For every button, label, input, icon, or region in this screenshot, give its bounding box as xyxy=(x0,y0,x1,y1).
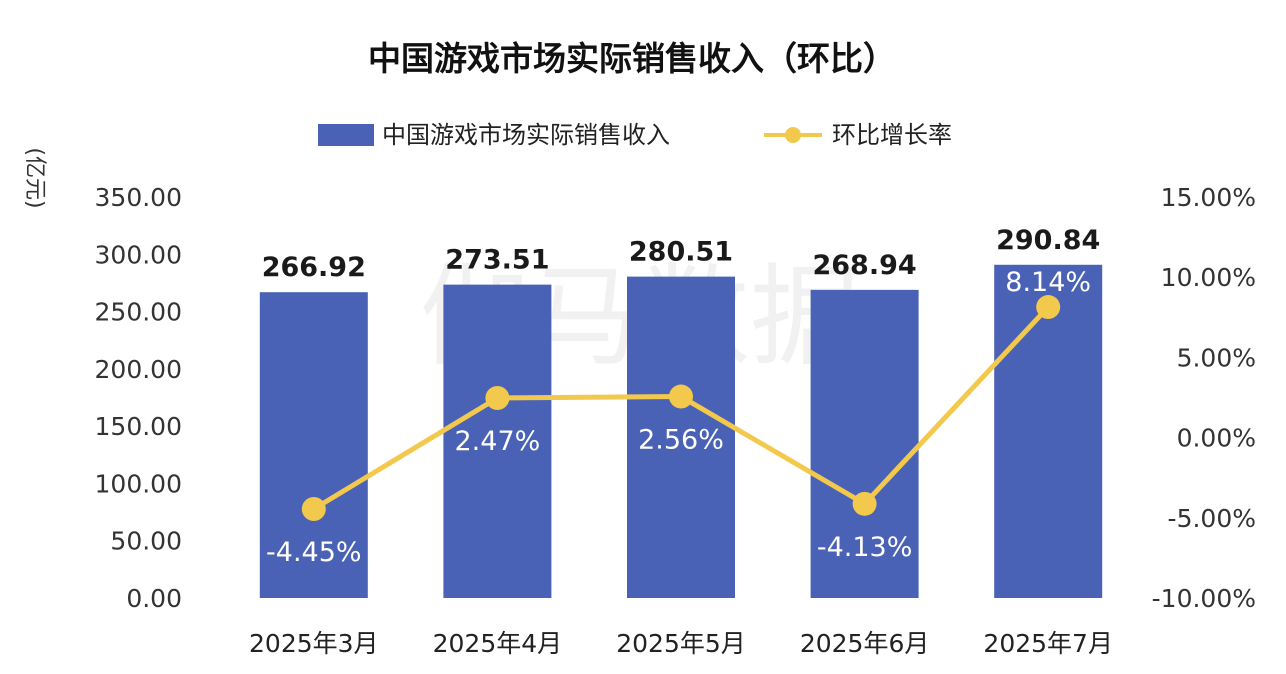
left-tick-label: 150.00 xyxy=(95,412,182,441)
bar xyxy=(259,292,368,598)
legend-line-label: 环比增长率 xyxy=(832,121,952,149)
right-tick-label: 10.00% xyxy=(1161,263,1256,292)
left-tick-label: 50.00 xyxy=(110,527,182,556)
bar xyxy=(810,289,919,598)
growth-points xyxy=(301,295,1061,521)
x-tick-label: 2025年6月 xyxy=(800,629,930,658)
bars xyxy=(259,264,1103,598)
growth-value-label: 2.47% xyxy=(455,426,541,457)
growth-labels: -4.45% 2.47% 2.56% -4.13% 8.14% xyxy=(266,267,1091,568)
right-tick-label: 15.00% xyxy=(1161,183,1256,212)
right-axis-ticks: -10.00% -5.00% 0.00% 5.00% 10.00% 15.00% xyxy=(1152,183,1256,613)
x-tick-label: 2025年3月 xyxy=(249,629,379,658)
bar xyxy=(627,276,735,598)
left-tick-label: 300.00 xyxy=(95,240,182,269)
x-tick-label: 2025年7月 xyxy=(983,629,1113,658)
legend: 中国游戏市场实际销售收入 环比增长率 xyxy=(318,121,952,149)
bar-value-label: 268.94 xyxy=(812,250,916,281)
legend-bar-label: 中国游戏市场实际销售收入 xyxy=(382,121,670,149)
y-axis-label: (亿元) xyxy=(22,147,47,208)
growth-point xyxy=(301,496,326,521)
bar-value-label: 290.84 xyxy=(996,225,1100,256)
bar-value-label: 280.51 xyxy=(629,237,733,268)
x-tick-label: 2025年5月 xyxy=(616,629,746,658)
left-axis-ticks: 0.00 50.00 100.00 150.00 200.00 250.00 300.00 3… xyxy=(95,183,182,613)
left-tick-label: 350.00 xyxy=(95,183,182,212)
bar-value-label: 273.51 xyxy=(445,245,549,276)
growth-value-label: -4.45% xyxy=(266,537,362,568)
left-tick-label: 250.00 xyxy=(95,298,182,327)
growth-value-label: 2.56% xyxy=(638,425,724,456)
right-tick-label: -5.00% xyxy=(1168,504,1256,533)
growth-point xyxy=(852,491,877,516)
chart-title: 中国游戏市场实际销售收入（环比） xyxy=(368,39,896,78)
legend-bar-swatch xyxy=(318,124,374,146)
growth-value-label: 8.14% xyxy=(1005,267,1091,298)
growth-point xyxy=(1036,295,1061,320)
left-tick-label: 100.00 xyxy=(95,469,182,498)
x-axis-labels: 2025年3月 2025年4月 2025年5月 2025年6月 2025年7月 xyxy=(249,629,1113,658)
legend-line-marker xyxy=(785,127,801,143)
bar-value-label: 266.92 xyxy=(262,252,366,283)
right-tick-label: -10.00% xyxy=(1152,584,1256,613)
growth-point xyxy=(669,384,693,409)
left-tick-label: 0.00 xyxy=(126,584,182,613)
right-tick-label: 0.00% xyxy=(1177,424,1256,453)
bar xyxy=(443,284,552,598)
bar-labels: 266.92 273.51 280.51 268.94 290.84 xyxy=(262,225,1101,283)
x-tick-label: 2025年4月 xyxy=(433,629,563,658)
right-tick-label: 5.00% xyxy=(1177,343,1256,372)
growth-value-label: -4.13% xyxy=(817,532,913,563)
left-tick-label: 200.00 xyxy=(95,355,182,384)
bar xyxy=(994,264,1103,598)
growth-point xyxy=(485,385,510,410)
